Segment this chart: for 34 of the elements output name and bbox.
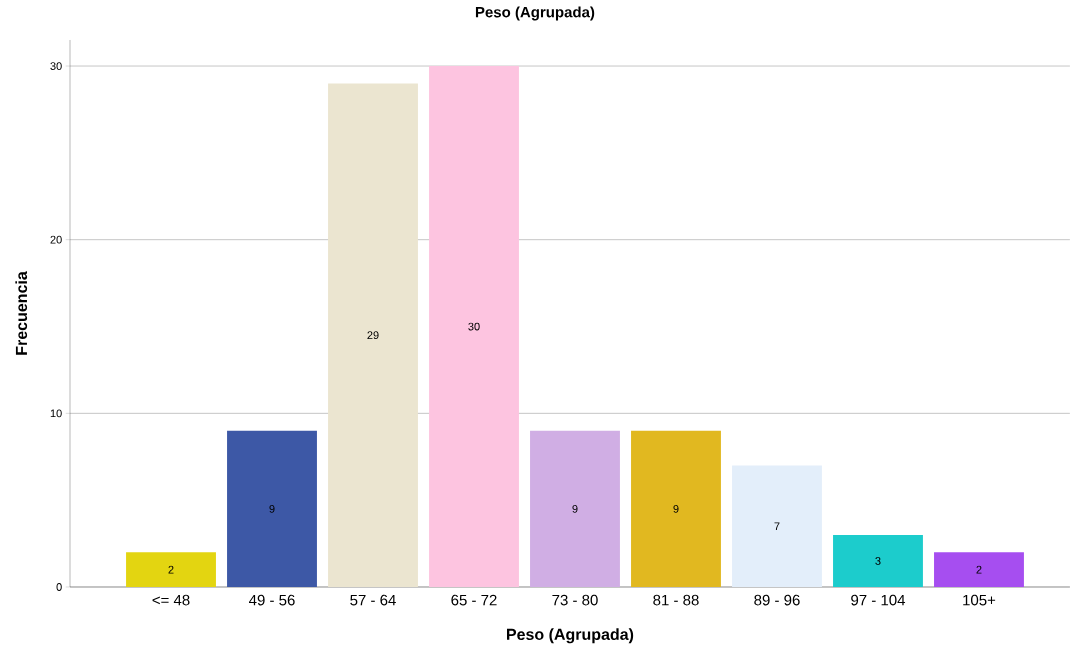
bar <box>631 430 721 587</box>
data-label: 9 <box>673 504 679 513</box>
data-label: 2 <box>976 565 982 574</box>
data-label: 7 <box>774 522 780 530</box>
y-tick-label: 20 <box>50 235 62 244</box>
x-tick-label: 97 - 104 <box>851 594 906 606</box>
data-label: 30 <box>468 322 480 331</box>
data-label: 9 <box>572 504 578 513</box>
bar <box>227 430 317 587</box>
bar <box>126 552 216 587</box>
data-label: 29 <box>367 331 379 340</box>
data-label: 9 <box>269 504 275 513</box>
y-tick-label: 0 <box>56 583 62 591</box>
y-tick-label: 30 <box>50 62 62 70</box>
bar <box>429 66 519 587</box>
bar <box>833 534 923 587</box>
chart-title: Peso (Agrupada) <box>475 6 595 21</box>
y-axis-title: Frecuencia <box>15 271 28 355</box>
data-label: 2 <box>168 565 174 574</box>
y-tick-label: 10 <box>50 409 62 418</box>
bar <box>530 430 620 587</box>
x-tick-label: 57 - 64 <box>350 594 396 606</box>
x-tick-label: <= 48 <box>152 594 190 606</box>
x-tick-label: 105+ <box>963 594 996 606</box>
x-tick-label: 49 - 56 <box>249 594 295 606</box>
x-tick-label: 89 - 96 <box>754 594 800 606</box>
bar <box>328 83 418 587</box>
x-tick-label: 81 - 88 <box>653 594 699 606</box>
x-axis-title: Peso (Agrupada) <box>507 628 634 644</box>
bar <box>732 465 822 587</box>
bar <box>934 552 1024 587</box>
data-label: 3 <box>875 557 881 565</box>
x-tick-label: 65 - 72 <box>451 594 497 606</box>
x-tick-label: 73 - 80 <box>552 594 598 606</box>
